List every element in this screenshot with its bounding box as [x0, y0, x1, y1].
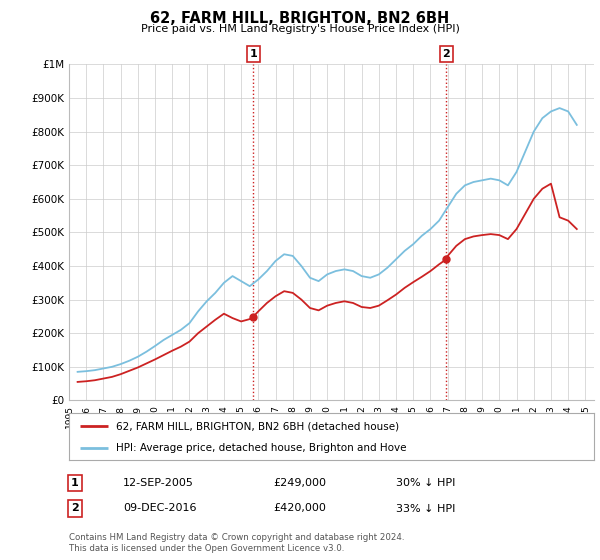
- Text: 62, FARM HILL, BRIGHTON, BN2 6BH: 62, FARM HILL, BRIGHTON, BN2 6BH: [151, 11, 449, 26]
- Text: 1: 1: [250, 49, 257, 59]
- Text: Contains HM Land Registry data © Crown copyright and database right 2024.
This d: Contains HM Land Registry data © Crown c…: [69, 533, 404, 553]
- Text: 30% ↓ HPI: 30% ↓ HPI: [396, 478, 455, 488]
- Text: £249,000: £249,000: [273, 478, 326, 488]
- Text: 33% ↓ HPI: 33% ↓ HPI: [396, 503, 455, 514]
- Text: 1: 1: [71, 478, 79, 488]
- Text: 2: 2: [442, 49, 450, 59]
- Text: £420,000: £420,000: [273, 503, 326, 514]
- Text: Price paid vs. HM Land Registry's House Price Index (HPI): Price paid vs. HM Land Registry's House …: [140, 24, 460, 34]
- Text: 12-SEP-2005: 12-SEP-2005: [123, 478, 194, 488]
- Text: 62, FARM HILL, BRIGHTON, BN2 6BH (detached house): 62, FARM HILL, BRIGHTON, BN2 6BH (detach…: [116, 421, 400, 431]
- Text: 09-DEC-2016: 09-DEC-2016: [123, 503, 197, 514]
- Text: HPI: Average price, detached house, Brighton and Hove: HPI: Average price, detached house, Brig…: [116, 444, 407, 454]
- Text: 2: 2: [71, 503, 79, 514]
